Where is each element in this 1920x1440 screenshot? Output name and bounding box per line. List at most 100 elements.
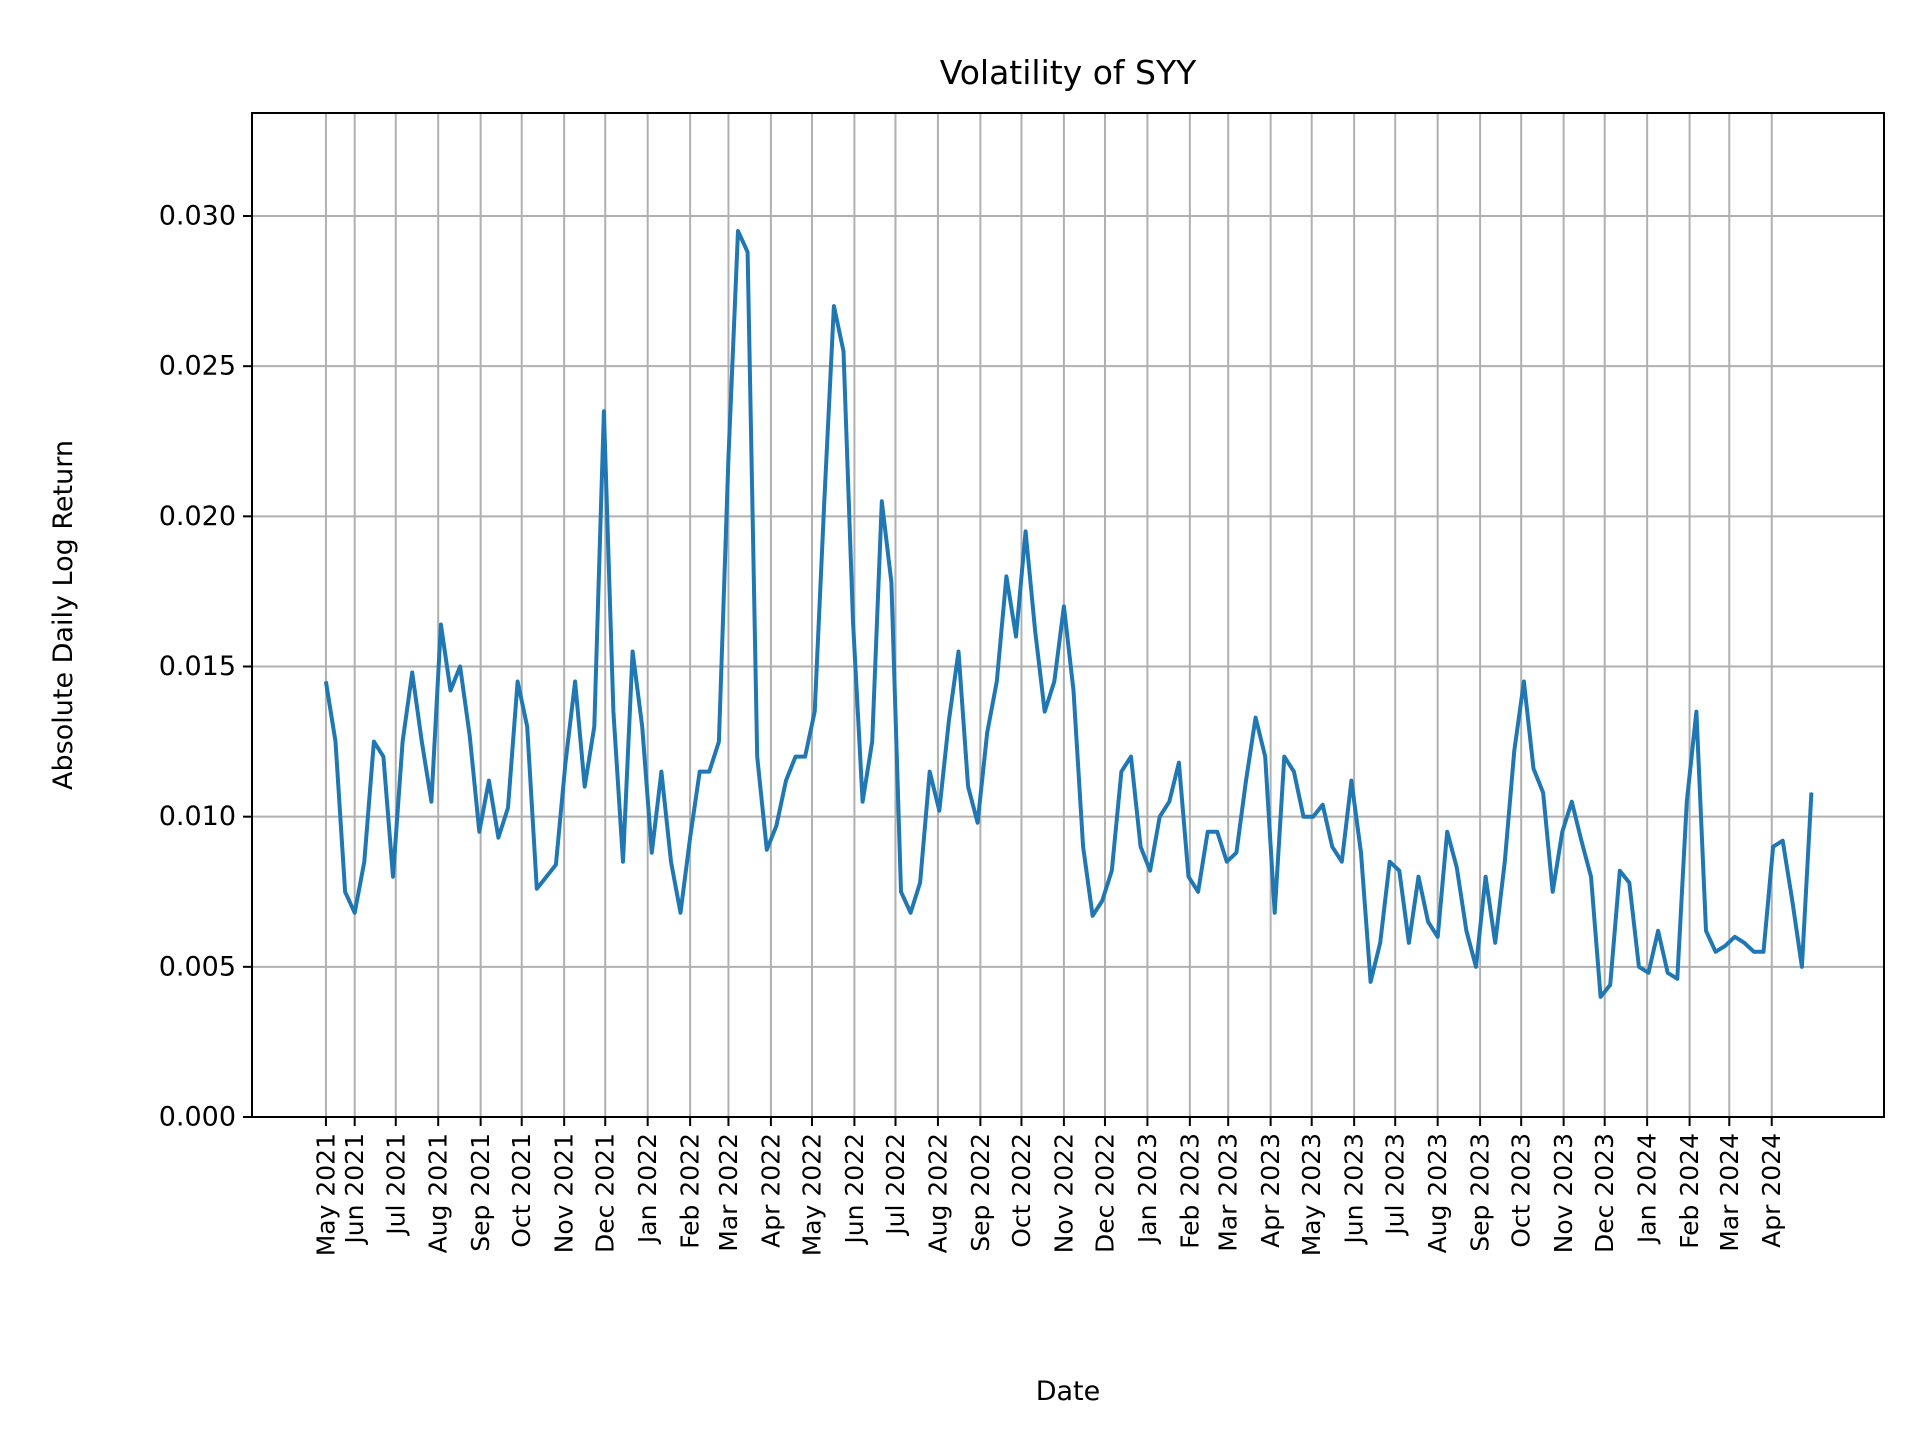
data-point [1417,876,1419,878]
data-point [862,801,864,803]
data-point [1140,846,1142,848]
data-point [1571,801,1573,803]
data-point [1686,801,1688,803]
data-point [1609,984,1611,986]
data-point [632,650,634,652]
data-point [842,350,844,352]
data-point [1216,831,1218,833]
data-point [785,780,787,782]
data-point [1724,945,1726,947]
x-tick-label: Sep 2022 [966,1133,995,1252]
data-point [1379,942,1381,944]
data-point [1283,756,1285,758]
data-point [1178,762,1180,764]
data-point [1801,966,1803,968]
data-point [852,620,854,622]
x-tick-label: Apr 2022 [756,1133,785,1248]
x-tick-label: Jan 2024 [1633,1133,1662,1245]
y-tick-label: 0.030 [159,201,236,232]
data-point [1274,912,1276,914]
data-point [421,741,423,743]
data-point [1370,981,1372,983]
data-point [1542,792,1544,794]
data-point [1053,681,1055,683]
data-point [450,690,452,692]
x-tick-label: Jun 2021 [340,1133,369,1246]
data-point [545,876,547,878]
data-point [1648,972,1650,974]
x-tick-label: Aug 2021 [424,1133,453,1253]
data-point [1120,771,1122,773]
x-tick-label: May 2021 [311,1133,340,1256]
axes-frame [251,112,1885,1118]
data-point [641,726,643,728]
data-point [1264,756,1266,758]
data-point [1552,891,1554,893]
data-point [392,876,394,878]
data-point [1772,846,1774,848]
chart-title: Volatility of SYY [940,53,1197,92]
data-point [1187,876,1189,878]
data-point [373,741,375,743]
data-point [890,581,892,583]
data-point [708,771,710,773]
x-tick-label: Jul 2021 [381,1133,410,1237]
data-point [1475,966,1477,968]
data-point [986,732,988,734]
data-point [459,666,461,668]
data-point [1504,861,1506,863]
x-tick-label: Feb 2022 [676,1133,705,1249]
data-point [814,711,816,713]
data-point [1513,750,1515,752]
data-point [670,861,672,863]
data-point [795,756,797,758]
data-point [1034,629,1036,631]
data-point [536,888,538,890]
data-point [1667,972,1669,974]
data-point [833,305,835,307]
data-point [1743,942,1745,944]
x-tick-label: Nov 2021 [550,1133,579,1253]
data-point [440,623,442,625]
data-point [747,251,749,253]
data-point [1245,780,1247,782]
data-point [804,756,806,758]
data-point [1695,711,1697,713]
data-point [1485,876,1487,878]
data-point [1111,870,1113,872]
x-tick-label: Sep 2021 [466,1133,495,1252]
x-axis-label: Date [1036,1376,1101,1407]
data-point [526,726,528,728]
data-point [1523,681,1525,683]
data-point [957,650,959,652]
x-tick-label: Jan 2023 [1133,1133,1162,1245]
data-point [1255,717,1257,719]
x-tick-label: Jul 2022 [881,1133,910,1237]
data-point [967,786,969,788]
y-tick-label: 0.000 [159,1102,236,1133]
data-point [737,230,739,232]
data-point [1159,816,1161,818]
data-point [478,831,480,833]
data-point [1130,756,1132,758]
x-tick-label: Dec 2023 [1590,1133,1619,1253]
data-point [1168,801,1170,803]
data-point [996,681,998,683]
data-point [1072,690,1074,692]
data-point [1312,816,1314,818]
data-point [1446,831,1448,833]
data-point [469,735,471,737]
y-tick-label: 0.015 [159,651,236,682]
x-tick-label: Apr 2024 [1757,1133,1786,1248]
data-point [1044,711,1046,713]
data-point [1389,861,1391,863]
data-point [1207,831,1209,833]
data-point [651,852,653,854]
data-point [1302,816,1304,818]
data-point [1600,996,1602,998]
data-point [948,720,950,722]
data-point [699,771,701,773]
x-tick-label: Nov 2023 [1549,1133,1578,1253]
